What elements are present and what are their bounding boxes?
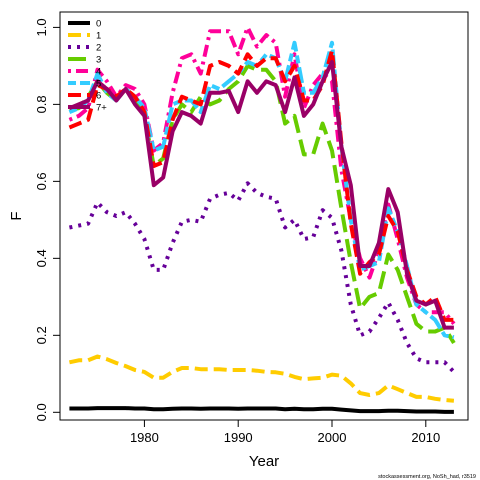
legend-label: 5 <box>96 79 101 90</box>
x-tick-label: 1980 <box>130 430 159 445</box>
footer-credit: stockassessment.org, NoSh_had, r3519 <box>378 474 476 480</box>
legend-label: 0 <box>96 19 101 30</box>
y-axis: 0.0 0.2 0.4 0.6 0.8 1.0 <box>34 18 61 421</box>
y-tick-label: 0.6 <box>34 172 49 190</box>
y-tick-label: 0.8 <box>34 95 49 113</box>
x-tick-label: 2000 <box>318 430 347 445</box>
legend-label: 6 <box>96 91 101 102</box>
y-tick-label: 0.0 <box>34 403 49 421</box>
series-line-6 <box>68 48 454 322</box>
legend-label: 2 <box>96 43 101 54</box>
legend-label: 7+ <box>96 103 107 114</box>
series-line-2 <box>69 181 456 374</box>
legend-label: 3 <box>96 55 101 66</box>
x-axis-title: Year <box>249 453 279 470</box>
series-line-3 <box>69 63 456 345</box>
legend-label: 4 <box>96 67 101 78</box>
series-line-0 <box>69 406 454 414</box>
x-tick-label: 1990 <box>224 430 253 445</box>
series-line-4 <box>68 25 456 326</box>
y-tick-label: 0.2 <box>34 326 49 344</box>
plot-frame <box>59 11 469 421</box>
series-line-1 <box>68 354 455 403</box>
y-tick-label: 1.0 <box>34 18 49 36</box>
y-tick-label: 0.4 <box>34 249 49 267</box>
legend-label: 1 <box>96 31 101 42</box>
y-axis-title: F <box>8 211 25 220</box>
x-axis: 1980 1990 2000 2010 <box>130 419 440 445</box>
series-line-7plus <box>68 60 454 330</box>
x-tick-label: 2010 <box>411 430 440 445</box>
series-layer <box>68 25 456 414</box>
